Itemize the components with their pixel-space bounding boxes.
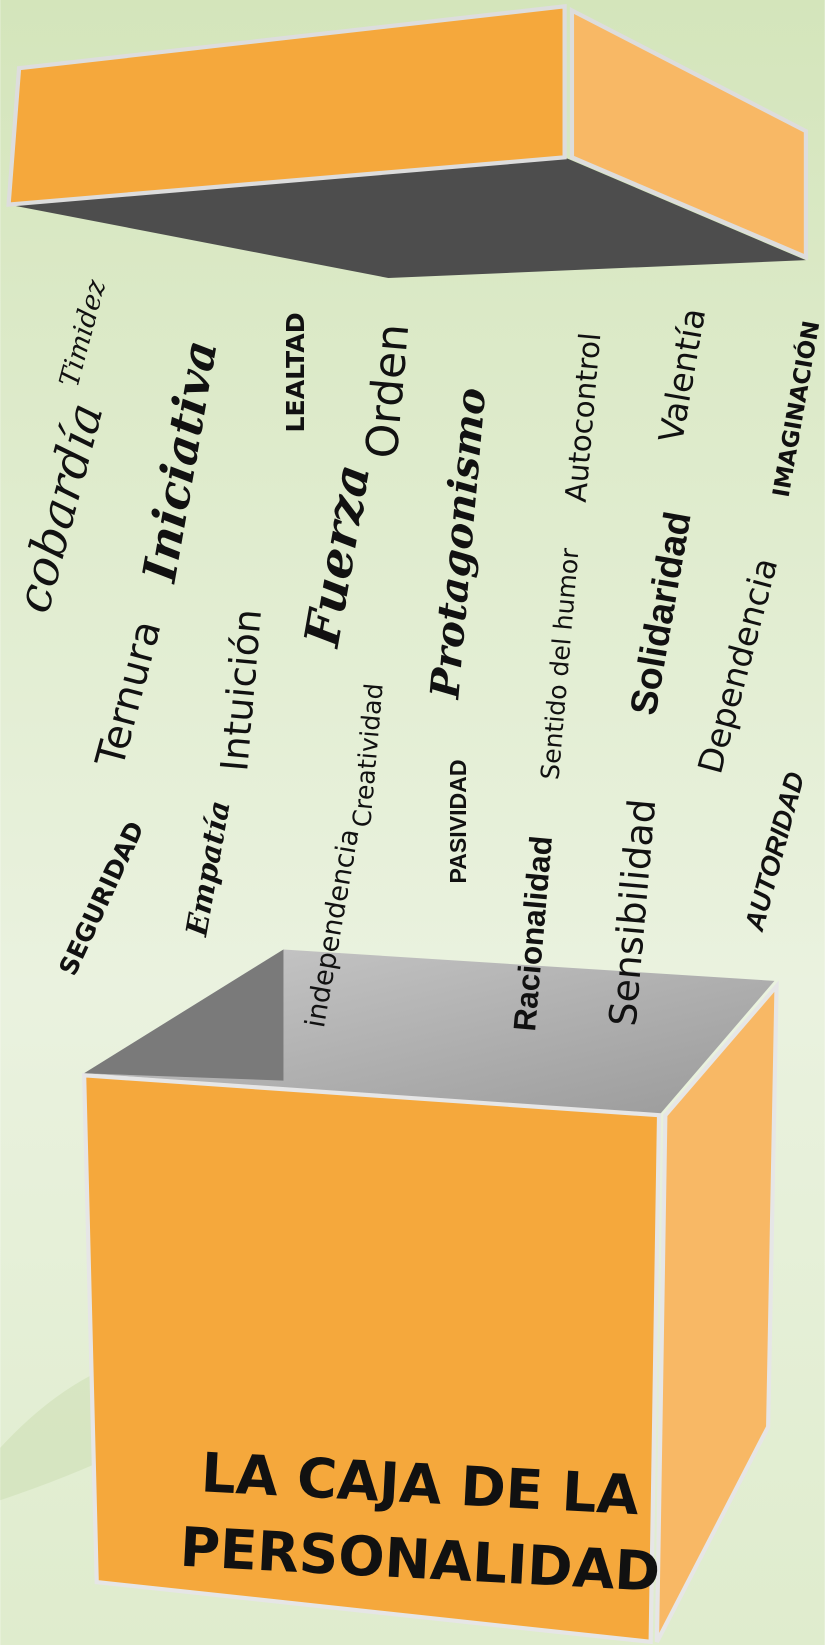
- poster: TimidezcobardíaIniciativaLEALTADOrdenFue…: [0, 0, 825, 1645]
- trait-word: LEALTAD: [281, 312, 310, 432]
- trait-word: PASIVIDAD: [445, 759, 471, 883]
- page: TimidezcobardíaIniciativaLEALTADOrdenFue…: [0, 0, 825, 1645]
